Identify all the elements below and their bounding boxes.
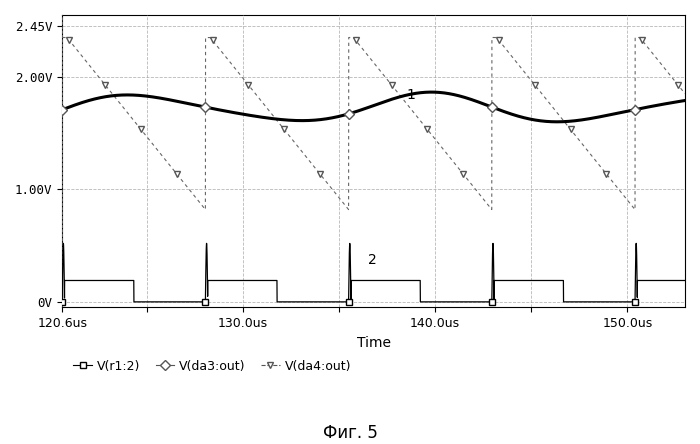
Text: Фиг. 5: Фиг. 5 <box>323 424 377 442</box>
X-axis label: Time: Time <box>356 336 391 350</box>
Legend: V(r1:2), V(da3:out), V(da4:out): V(r1:2), V(da3:out), V(da4:out) <box>69 355 356 378</box>
Text: 2: 2 <box>368 253 377 267</box>
Text: 1: 1 <box>406 88 415 102</box>
